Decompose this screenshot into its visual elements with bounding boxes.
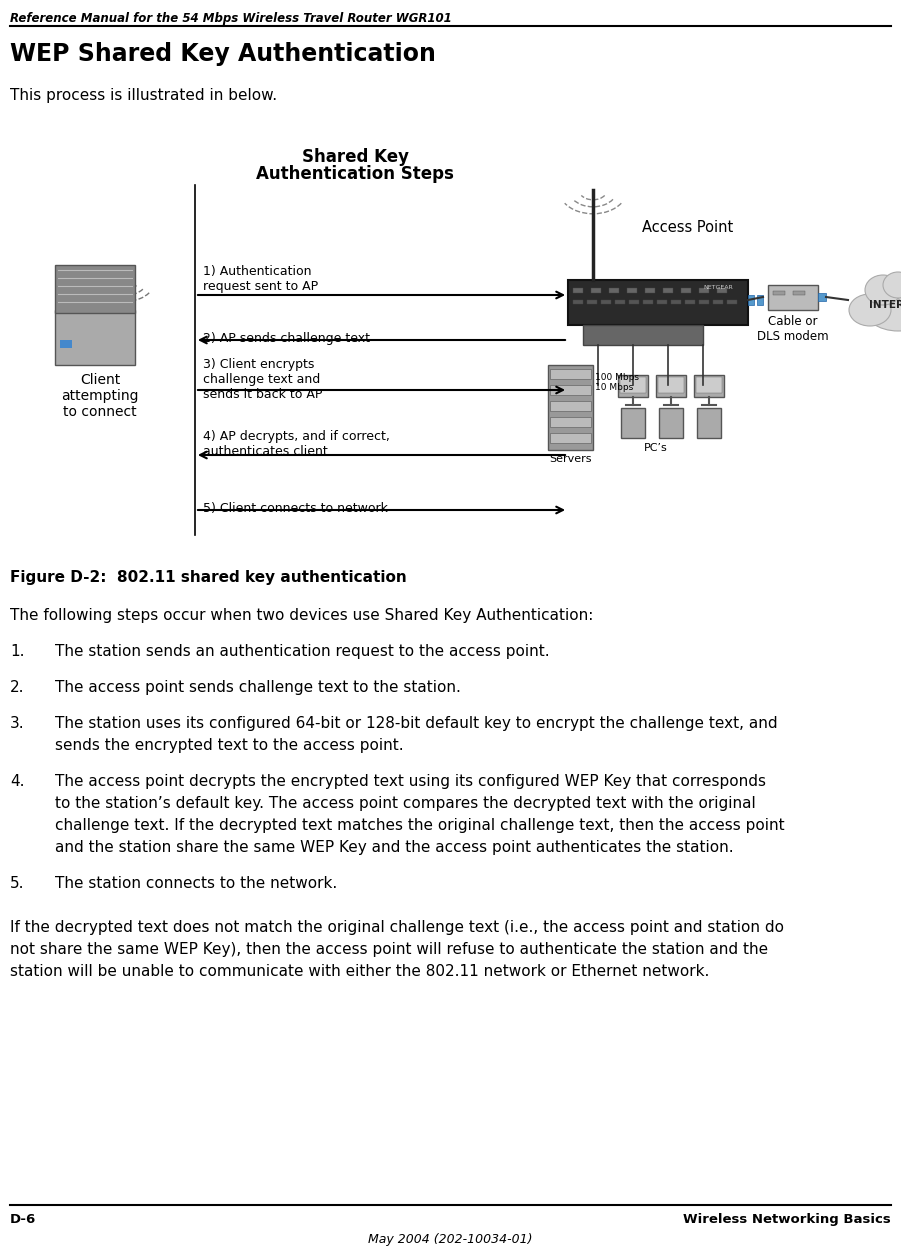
Bar <box>60 339 72 348</box>
Bar <box>550 401 591 411</box>
Text: 2.: 2. <box>10 680 24 695</box>
Text: This process is illustrated in below.: This process is illustrated in below. <box>10 89 278 104</box>
Bar <box>699 300 709 305</box>
Text: The station connects to the network.: The station connects to the network. <box>55 876 337 891</box>
Ellipse shape <box>883 272 901 298</box>
Text: The station sends an authentication request to the access point.: The station sends an authentication requ… <box>55 644 550 659</box>
Bar <box>768 285 818 310</box>
Text: 3) Client encrypts
challenge text and
sends it back to AP: 3) Client encrypts challenge text and se… <box>203 358 323 401</box>
Bar <box>618 374 648 397</box>
Bar <box>550 433 591 443</box>
Bar <box>629 300 639 305</box>
Bar <box>548 364 593 451</box>
Bar <box>663 288 673 293</box>
Bar <box>659 408 683 438</box>
Bar <box>550 417 591 427</box>
Text: WEP Shared Key Authentication: WEP Shared Key Authentication <box>10 42 436 66</box>
Text: The station uses its configured 64-bit or 128-bit default key to encrypt the cha: The station uses its configured 64-bit o… <box>55 716 778 731</box>
Bar <box>645 288 655 293</box>
Bar <box>615 300 625 305</box>
Text: Reference Manual for the 54 Mbps Wireless Travel Router WGR101: Reference Manual for the 54 Mbps Wireles… <box>10 12 451 25</box>
Text: 1.: 1. <box>10 644 24 659</box>
Bar <box>685 300 695 305</box>
Bar <box>656 374 686 397</box>
Bar <box>727 300 737 305</box>
Text: to the station’s default key. The access point compares the decrypted text with : to the station’s default key. The access… <box>55 796 756 811</box>
Bar <box>694 374 724 397</box>
Bar <box>591 288 601 293</box>
Text: 5) Client connects to network: 5) Client connects to network <box>203 502 387 515</box>
Bar <box>773 291 785 295</box>
Text: The access point sends challenge text to the station.: The access point sends challenge text to… <box>55 680 461 695</box>
Text: 4) AP decrypts, and if correct,
authenticates client: 4) AP decrypts, and if correct, authenti… <box>203 431 390 458</box>
Bar <box>818 293 826 301</box>
Bar <box>573 288 583 293</box>
Bar <box>583 324 703 344</box>
Bar <box>601 300 611 305</box>
Text: and the station share the same WEP Key and the access point authenticates the st: and the station share the same WEP Key a… <box>55 840 733 855</box>
Text: 1) Authentication
request sent to AP: 1) Authentication request sent to AP <box>203 265 318 293</box>
Bar <box>757 295 763 305</box>
Bar <box>55 265 135 313</box>
Text: May 2004 (202-10034-01): May 2004 (202-10034-01) <box>368 1233 532 1246</box>
Text: NETGEAR: NETGEAR <box>703 285 733 290</box>
Ellipse shape <box>862 280 901 331</box>
Bar <box>657 300 667 305</box>
Text: Access Point: Access Point <box>642 220 733 235</box>
Ellipse shape <box>895 275 901 305</box>
Bar <box>713 300 723 305</box>
Bar <box>620 377 646 393</box>
Bar <box>573 300 583 305</box>
Bar <box>793 291 805 295</box>
Text: station will be unable to communicate with either the 802.11 network or Ethernet: station will be unable to communicate wi… <box>10 963 709 978</box>
Text: challenge text. If the decrypted text matches the original challenge text, then : challenge text. If the decrypted text ma… <box>55 817 785 832</box>
Bar <box>550 384 591 396</box>
Ellipse shape <box>849 295 891 326</box>
Text: Authentication Steps: Authentication Steps <box>256 165 454 183</box>
Bar <box>658 377 684 393</box>
Bar <box>609 288 619 293</box>
Ellipse shape <box>865 275 901 305</box>
Text: 5.: 5. <box>10 876 24 891</box>
Text: PC’s: PC’s <box>644 443 668 453</box>
Bar <box>671 300 681 305</box>
Bar <box>621 408 645 438</box>
Bar <box>627 288 637 293</box>
Text: Shared Key: Shared Key <box>302 149 408 166</box>
Bar <box>587 300 597 305</box>
Text: The following steps occur when two devices use Shared Key Authentication:: The following steps occur when two devic… <box>10 608 594 623</box>
Text: 100 Mbps
10 Mbps: 100 Mbps 10 Mbps <box>595 373 639 392</box>
Text: D-6: D-6 <box>10 1213 36 1226</box>
Bar <box>717 288 727 293</box>
Text: not share the same WEP Key), then the access point will refuse to authenticate t: not share the same WEP Key), then the ac… <box>10 942 769 957</box>
Text: Wireless Networking Basics: Wireless Networking Basics <box>683 1213 891 1226</box>
Text: Servers: Servers <box>549 454 591 464</box>
Text: Client
attempting
to connect: Client attempting to connect <box>61 373 139 419</box>
Text: INTERNET: INTERNET <box>869 300 901 310</box>
Text: 2) AP sends challenge text: 2) AP sends challenge text <box>203 332 370 344</box>
Bar <box>550 369 591 379</box>
Text: 3.: 3. <box>10 716 24 731</box>
Bar <box>681 288 691 293</box>
Text: Figure D-2:  802.11 shared key authentication: Figure D-2: 802.11 shared key authentica… <box>10 570 406 585</box>
Bar <box>568 280 748 324</box>
Text: sends the encrypted text to the access point.: sends the encrypted text to the access p… <box>55 738 404 753</box>
Bar <box>55 310 135 364</box>
Text: If the decrypted text does not match the original challenge text (i.e., the acce: If the decrypted text does not match the… <box>10 920 784 935</box>
Bar <box>696 377 722 393</box>
Bar <box>699 288 709 293</box>
Bar <box>748 295 754 305</box>
Text: The access point decrypts the encrypted text using its configured WEP Key that c: The access point decrypts the encrypted … <box>55 774 766 789</box>
Text: 4.: 4. <box>10 774 24 789</box>
Text: Cable or
DLS modem: Cable or DLS modem <box>757 314 829 343</box>
Bar <box>697 408 721 438</box>
Bar <box>643 300 653 305</box>
